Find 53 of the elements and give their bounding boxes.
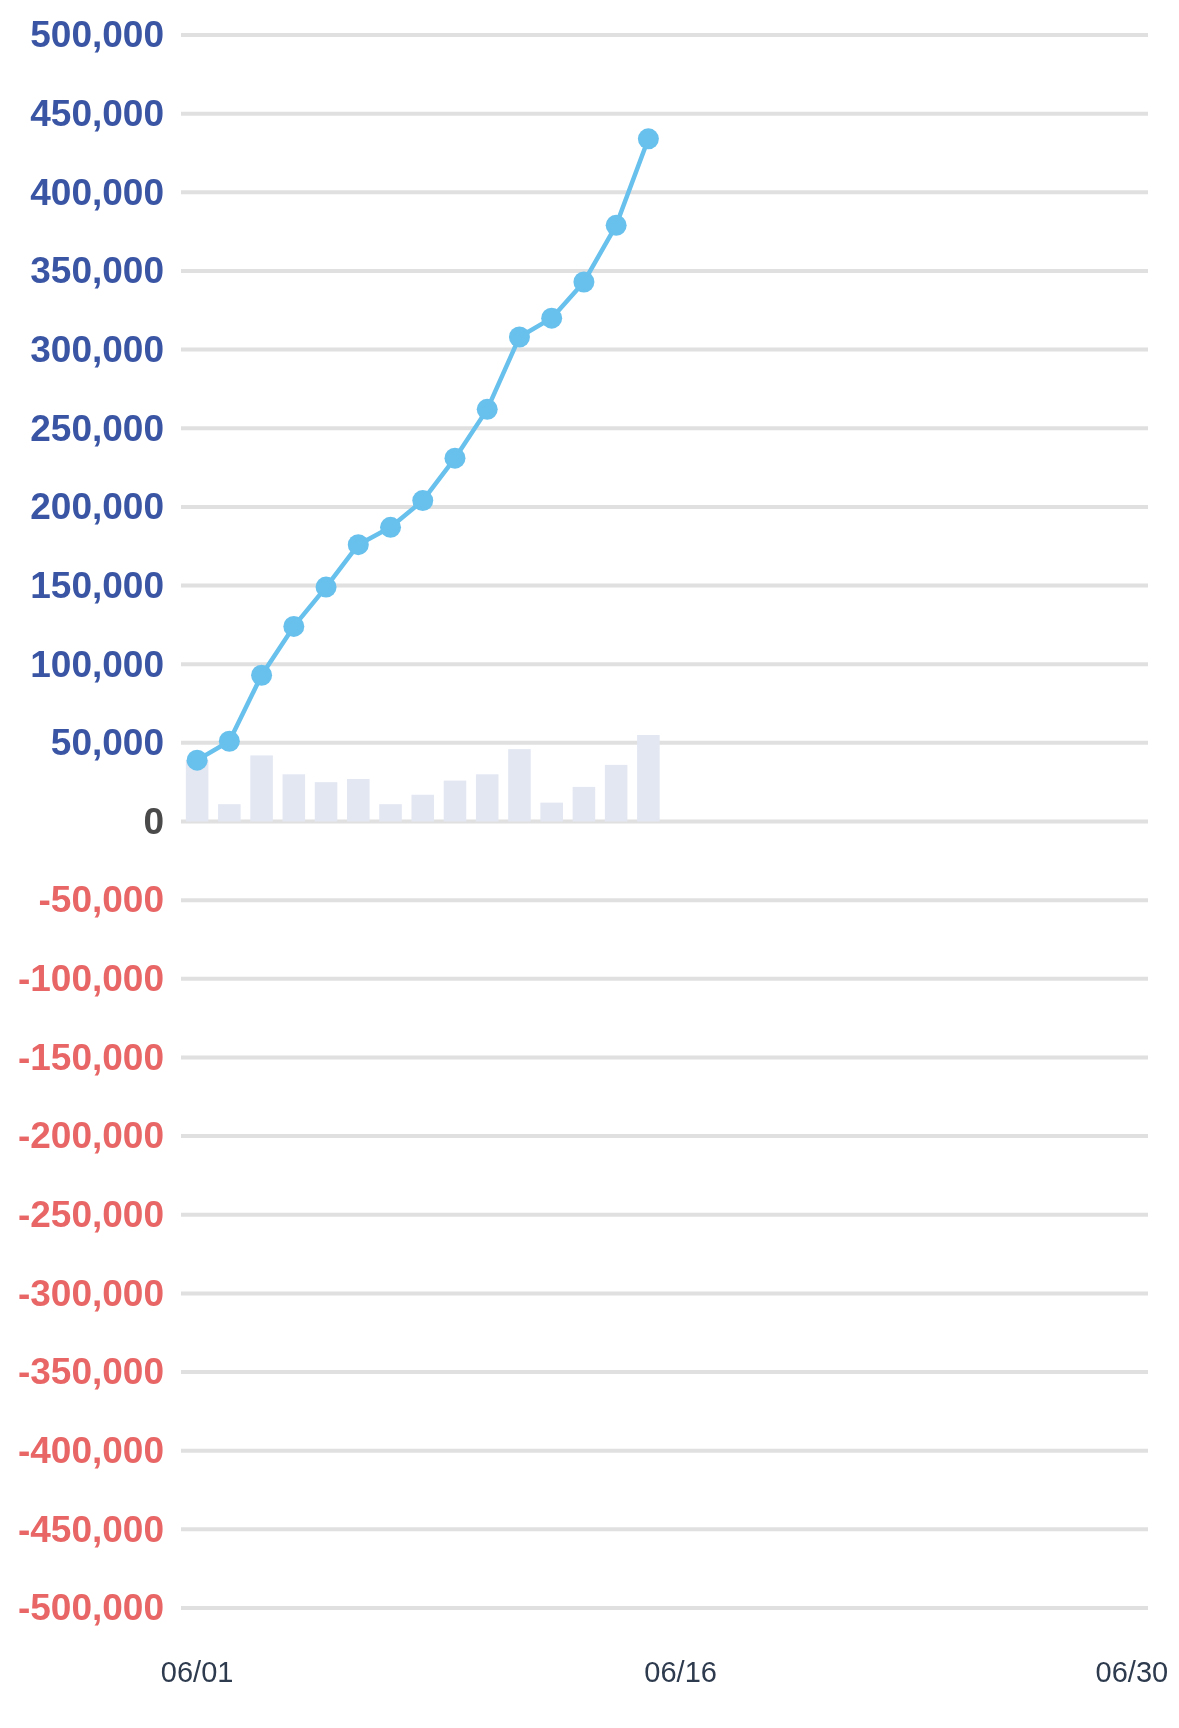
x-tick-label: 06/01	[160, 1655, 234, 1688]
y-tick-label: -300,000	[17, 1272, 164, 1314]
y-tick-label: 250,000	[30, 407, 164, 449]
bar	[540, 802, 563, 822]
bar	[475, 774, 499, 822]
point	[315, 576, 337, 598]
point	[605, 214, 627, 236]
bar	[411, 794, 435, 822]
bar	[347, 779, 370, 822]
y-tick-label: -250,000	[17, 1194, 164, 1236]
point	[380, 516, 402, 538]
bar	[314, 782, 338, 822]
point	[476, 398, 498, 420]
x-tick-label: 06/16	[644, 1655, 717, 1688]
point	[218, 730, 240, 752]
point	[283, 615, 305, 637]
y-tick-label: -500,000	[17, 1587, 164, 1629]
y-tick-label: -150,000	[17, 1036, 164, 1078]
point	[251, 664, 273, 686]
bar	[218, 804, 241, 822]
y-tick-label: 200,000	[30, 486, 164, 528]
y-tick-label: 0	[143, 800, 164, 842]
y-tick-label: 300,000	[30, 328, 164, 370]
y-tick-label: 50,000	[50, 722, 164, 764]
y-tick-label: -400,000	[17, 1430, 164, 1472]
point	[444, 447, 466, 469]
y-tick-label: 500,000	[30, 14, 164, 56]
y-tick-label: 400,000	[30, 171, 164, 213]
point	[637, 128, 659, 150]
bar	[282, 774, 306, 822]
bar	[572, 786, 596, 822]
point	[412, 490, 434, 512]
y-tick-label: -350,000	[17, 1351, 164, 1393]
x-tick-label: 06/30	[1095, 1655, 1169, 1688]
y-tick-label: -50,000	[38, 879, 164, 921]
y-tick-label: 350,000	[30, 250, 164, 292]
y-tick-label: -200,000	[17, 1115, 164, 1157]
bar	[604, 764, 628, 822]
y-tick-label: 150,000	[30, 564, 164, 606]
y-tick-label: -100,000	[17, 958, 164, 1000]
bar	[637, 734, 660, 822]
y-tick-label: 100,000	[30, 643, 164, 685]
bar	[443, 780, 467, 822]
y-tick-label: 450,000	[30, 92, 164, 134]
bar	[379, 804, 402, 822]
bar	[250, 755, 273, 822]
y-tick-label: -450,000	[17, 1508, 164, 1550]
bar	[508, 749, 531, 822]
point	[347, 534, 369, 556]
point	[541, 307, 563, 329]
point	[573, 271, 595, 293]
point	[508, 326, 530, 348]
point	[186, 749, 208, 771]
